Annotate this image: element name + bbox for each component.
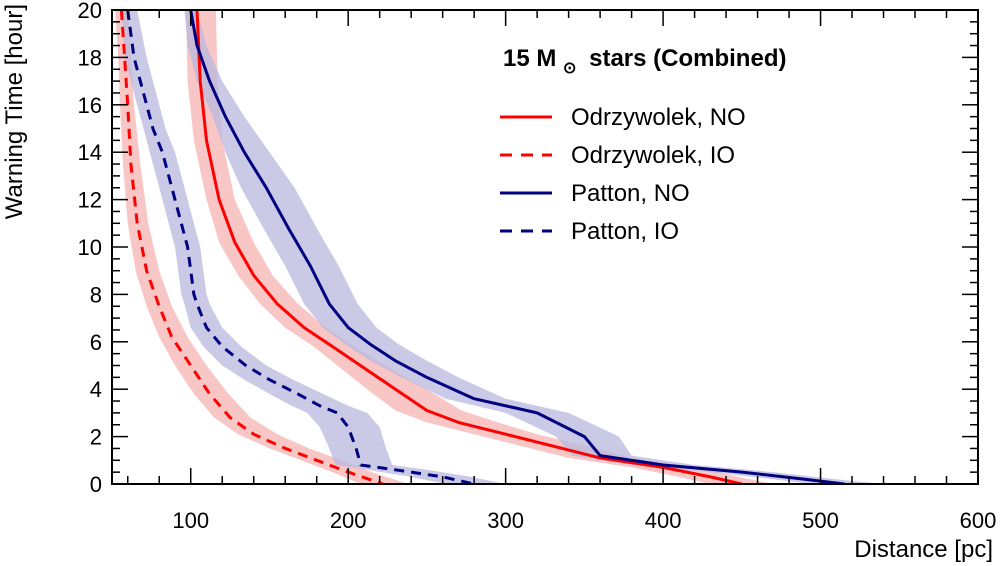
y-tick-label: 20 (78, 0, 102, 23)
x-axis-title: Distance [pc] (854, 536, 993, 563)
x-tick-label: 300 (487, 508, 524, 533)
legend-label-patton-no: Patton, NO (571, 180, 690, 207)
series-line-patton-no (189, 10, 845, 484)
series-line-odrzywolek-io (119, 10, 384, 484)
y-tick-label: 2 (90, 425, 102, 450)
x-tick-label: 600 (960, 508, 997, 533)
legend-title: 15 M ⊙ stars (Combined) (503, 45, 786, 79)
band-odrzywolek-io (115, 10, 408, 484)
tick-labels: 100 200 300 400 500 600 0 2 4 6 8 10 12 14 16 18 20 (78, 0, 997, 533)
x-tick-label: 200 (330, 508, 367, 533)
series-line-odrzywolek-no (195, 10, 743, 484)
y-tick-label: 6 (90, 330, 102, 355)
y-axis-title: Warning Time [hour] (1, 4, 28, 219)
y-tick-label: 8 (90, 282, 102, 307)
legend: 15 M ⊙ stars (Combined) Odrzywolek, NOOd… (500, 45, 786, 245)
legend-label-odrzywolek-no: Odrzywolek, NO (571, 104, 746, 131)
legend-label-odrzywolek-io: Odrzywolek, IO (571, 142, 735, 169)
y-tick-label: 14 (78, 140, 102, 165)
series-line-patton-io (126, 10, 475, 484)
y-tick-label: 4 (90, 377, 102, 402)
x-tick-label: 100 (172, 508, 209, 533)
legend-title-suffix: stars (Combined) (589, 45, 786, 72)
x-tick-label: 500 (802, 508, 839, 533)
band-patton-no (184, 10, 884, 484)
y-tick-label: 0 (90, 472, 102, 497)
band-odrzywolek-no (186, 10, 774, 484)
x-tick-label: 400 (645, 508, 682, 533)
legend-title-prefix: 15 M (503, 45, 556, 72)
y-tick-label: 12 (78, 188, 102, 213)
legend-entries: Odrzywolek, NO Odrzywolek, IO Patton, NO Pa… (500, 104, 746, 245)
series-lines (119, 10, 845, 484)
sun-symbol: ⊙ (563, 60, 576, 77)
legend-label-patton-io: Patton, IO (571, 218, 679, 245)
axis-ticks (112, 9, 979, 485)
y-tick-label: 18 (78, 45, 102, 70)
band-patton-io (121, 10, 506, 484)
y-tick-label: 10 (78, 235, 102, 260)
uncertainty-bands (115, 10, 884, 484)
y-tick-label: 16 (78, 93, 102, 118)
